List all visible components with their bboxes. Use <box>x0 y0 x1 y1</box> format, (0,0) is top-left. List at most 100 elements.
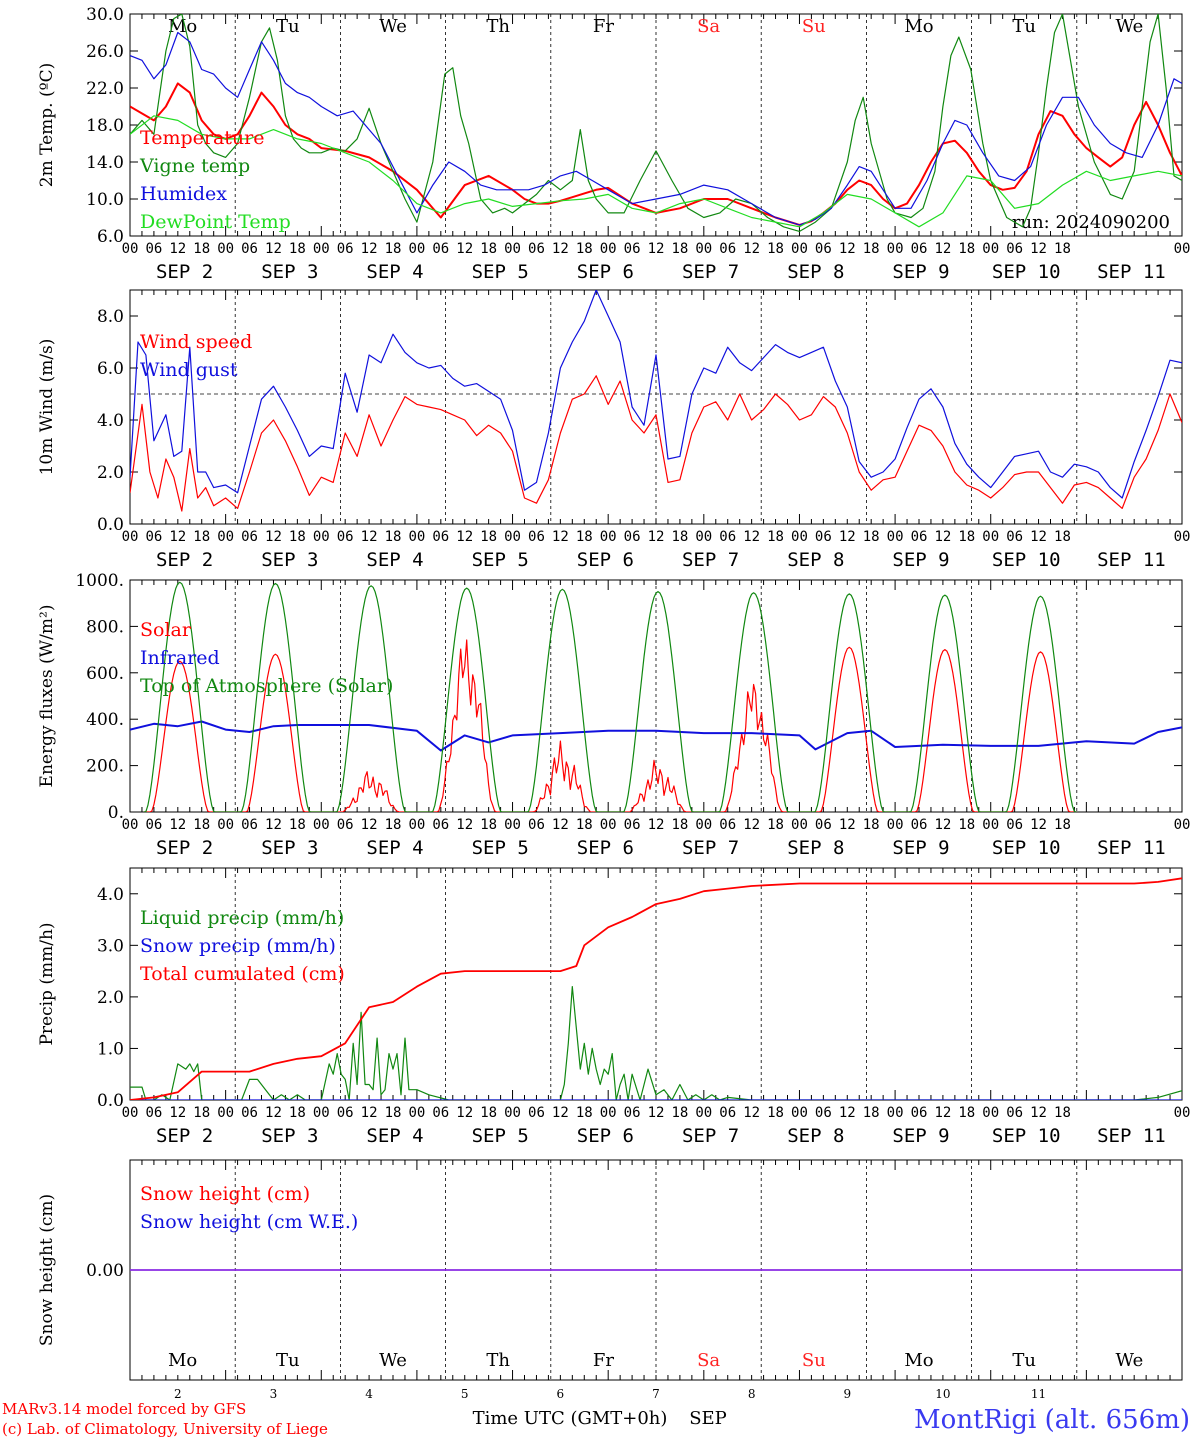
hour-label: 06 <box>528 1105 545 1121</box>
day-name: Tu <box>276 1350 300 1371</box>
hour-label: 00 <box>504 1105 521 1121</box>
hour-label: 12 <box>1030 529 1047 545</box>
hour-label: 00 <box>887 241 904 257</box>
hour-label: 18 <box>1054 529 1071 545</box>
day-number: 7 <box>652 1387 660 1401</box>
legend-entry: Snow height (cm) <box>140 1183 310 1205</box>
hour-label: 12 <box>456 817 473 833</box>
hour-label: 12 <box>552 817 569 833</box>
date-label: SEP 6 <box>577 549 634 571</box>
hour-label: 06 <box>719 241 736 257</box>
y-tick-label: 6.0 <box>97 227 124 247</box>
hour-label: 00 <box>504 241 521 257</box>
hour-label: 12 <box>361 241 378 257</box>
date-label: SEP 8 <box>787 261 844 283</box>
hour-label: 00 <box>313 1105 330 1121</box>
plot-area <box>130 14 1182 232</box>
hour-label: 18 <box>289 241 306 257</box>
legend-entry: Snow precip (mm/h) <box>140 935 336 957</box>
day-name: Tu <box>276 16 300 37</box>
hour-label: 06 <box>432 1105 449 1121</box>
hour-label: 06 <box>1006 817 1023 833</box>
date-label: SEP 3 <box>261 837 318 859</box>
hour-label: 06 <box>719 529 736 545</box>
hour-label: 00 <box>122 241 139 257</box>
hour-label: 12 <box>169 817 186 833</box>
day-name: We <box>1116 1350 1144 1371</box>
series-line-top-of-atmosphere-solar- <box>143 581 1077 812</box>
y-tick-label: 3.0 <box>97 936 124 956</box>
hour-label: 00 <box>695 1105 712 1121</box>
hour-label: 18 <box>480 529 497 545</box>
hour-label: 00 <box>408 1105 425 1121</box>
hour-label: 18 <box>385 241 402 257</box>
date-label: SEP 8 <box>787 549 844 571</box>
hour-label: 00 <box>122 529 139 545</box>
date-label: SEP 6 <box>577 837 634 859</box>
legend-entry: Wind speed <box>140 331 252 353</box>
hour-label: 06 <box>241 529 258 545</box>
series-line-wind-gust <box>130 290 1182 499</box>
legend-entry: Snow height (cm W.E.) <box>140 1211 358 1233</box>
hour-label: 00 <box>982 241 999 257</box>
hour-label: 12 <box>839 529 856 545</box>
legend-entry: Solar <box>140 619 192 641</box>
hour-label: 12 <box>1030 817 1047 833</box>
hour-label: 00 <box>982 529 999 545</box>
date-label: SEP 4 <box>366 549 423 571</box>
day-name: Mo <box>904 1350 933 1371</box>
hour-label: 06 <box>815 817 832 833</box>
y-tick-label: 1.0 <box>97 1039 124 1059</box>
hour-label: 18 <box>1054 241 1071 257</box>
day-name: Mo <box>168 16 197 37</box>
hour-label: 06 <box>528 241 545 257</box>
hour-label: 12 <box>743 241 760 257</box>
plot-area <box>130 877 1182 1100</box>
y-tick-label: 22.0 <box>86 79 124 99</box>
day-name: Sa <box>697 16 720 37</box>
hour-label: 06 <box>719 817 736 833</box>
y-tick-label: 400. <box>86 710 124 730</box>
hour-label: 18 <box>863 241 880 257</box>
hour-label: 00 <box>408 529 425 545</box>
hour-label: 00 <box>504 529 521 545</box>
series-line-liquid-precip-mm-h- <box>130 986 1182 1100</box>
hour-label: 06 <box>337 241 354 257</box>
y-tick-label: 4.0 <box>97 885 124 905</box>
hour-label: 06 <box>911 529 928 545</box>
hour-label: 00 <box>600 817 617 833</box>
hour-label: 06 <box>432 241 449 257</box>
y-tick-label: 4.0 <box>97 411 124 431</box>
y-axis-label: 10m Wind (m/s) <box>37 339 57 476</box>
hour-label: 18 <box>863 1105 880 1121</box>
date-label: SEP 5 <box>472 1125 529 1147</box>
hour-label: 00 <box>887 817 904 833</box>
series-line-humidex <box>130 31 1182 226</box>
y-tick-label: 0.0 <box>97 1091 124 1111</box>
model-credit: MARv3.14 model forced by GFS <box>2 1400 246 1418</box>
hour-label: 06 <box>432 817 449 833</box>
date-label: SEP 9 <box>892 837 949 859</box>
y-tick-label: 30.0 <box>86 5 124 25</box>
hour-label: 00 <box>600 529 617 545</box>
hour-label: 06 <box>911 241 928 257</box>
day-number: 5 <box>461 1387 469 1401</box>
x-axis-month: SEP <box>689 1408 727 1429</box>
legend-entry: Infrared <box>140 647 220 669</box>
hour-label: 12 <box>648 817 665 833</box>
panel-snow: 0.00 Snow height (cm) Snow height (cm) Snow… <box>37 1159 1183 1401</box>
hour-label: 06 <box>719 1105 736 1121</box>
hour-label: 18 <box>576 1105 593 1121</box>
day-name: Sa <box>697 1350 720 1371</box>
date-label: SEP 2 <box>156 261 213 283</box>
hour-label: 00 <box>695 241 712 257</box>
hour-label: 12 <box>552 1105 569 1121</box>
day-name: Mo <box>904 16 933 37</box>
date-label: SEP 5 <box>472 549 529 571</box>
hour-label: 12 <box>265 1105 282 1121</box>
hour-label: 18 <box>193 817 210 833</box>
hour-label: 00 <box>887 1105 904 1121</box>
date-label: SEP 5 <box>472 261 529 283</box>
hour-label: 12 <box>169 1105 186 1121</box>
legend-entry: Wind gust <box>140 359 238 381</box>
